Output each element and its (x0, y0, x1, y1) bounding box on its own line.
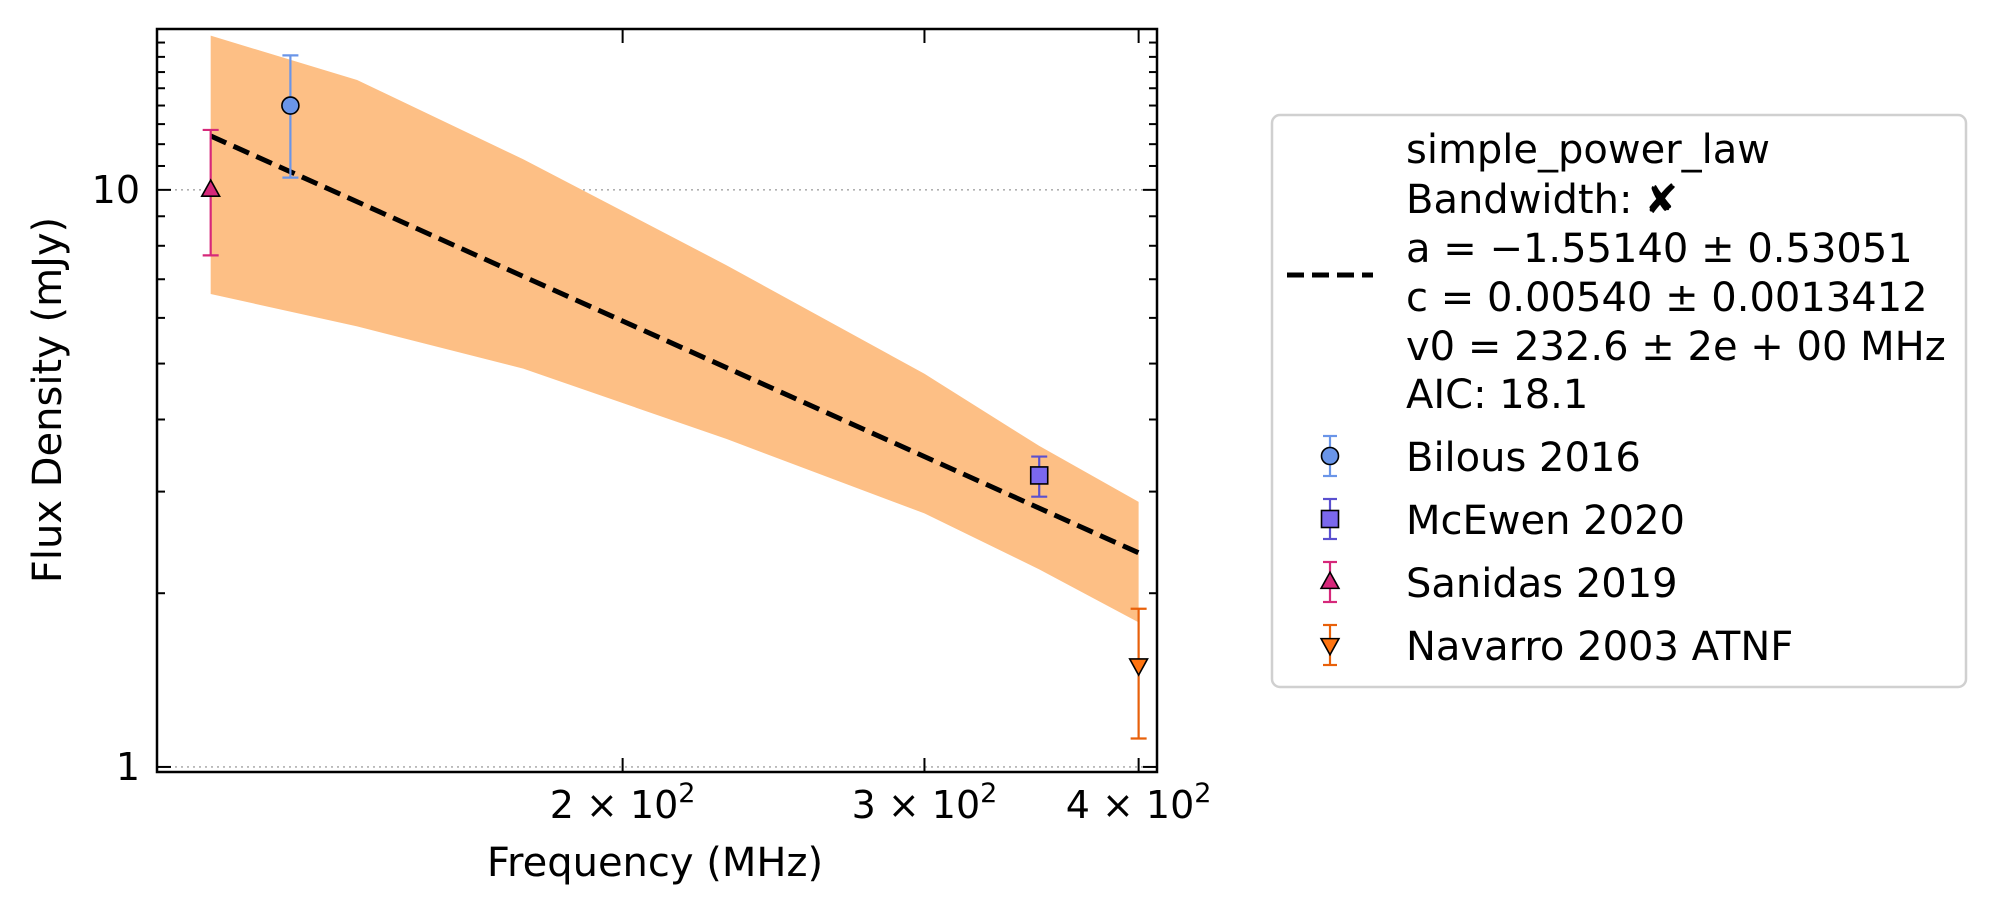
legend-label-bilous-2016: Bilous 2016 (1406, 435, 1641, 481)
legend-label-sanidas-2019: Sanidas 2019 (1406, 561, 1678, 607)
legend-marker-sanidas-2019 (1319, 570, 1341, 590)
legend-fit-name: simple_power_law (1406, 127, 1770, 173)
error-bar-bilous-2016 (282, 54, 299, 179)
fit-line (209, 133, 1140, 556)
legend-marker-navarro-2003-atnf (1319, 637, 1341, 657)
plot-frame (155, 27, 1159, 774)
legend-marker-bilous-2016 (1320, 446, 1340, 466)
x-tick-label-exponent: 2 (980, 778, 997, 809)
legend-marker-mcewen-2020 (1320, 509, 1340, 529)
legend-bandwidth-label: Bandwidth: (1406, 177, 1632, 223)
x-tick-label-base: 2 × 10 (550, 783, 679, 827)
data-points-layer (200, 54, 1149, 740)
y-tick-label: 10 (92, 168, 140, 212)
x-axis-label: Frequency (MHz) (487, 840, 823, 886)
legend-label-mcewen-2020: McEwen 2020 (1406, 498, 1685, 544)
y-axis-label: Flux Density (mJy) (25, 217, 71, 583)
x-tick-label-exponent: 2 (1194, 778, 1211, 809)
x-tick-label-base: 3 × 10 (852, 783, 981, 827)
x-tick-label: 2 × 102 (550, 778, 696, 827)
data-point-mcewen-2020 (1029, 466, 1049, 485)
fit-line-layer (209, 133, 1140, 556)
y-tick-label: 1 (116, 745, 140, 789)
data-point-navarro-2003-atnf (1128, 658, 1149, 677)
legend-param-c: c = 0.00540 ± 0.0013412 (1406, 275, 1928, 321)
axis-ticks (157, 29, 1157, 772)
legend-series: Bilous 2016 McEwen 2020 Sanidas 2019 Navarr… (1319, 434, 1793, 670)
data-point-sanidas-2019 (200, 178, 221, 198)
legend-bandwidth-mark: ✘ (1644, 177, 1678, 223)
data-point-bilous-2016 (281, 96, 300, 115)
fit-band-layer (210, 35, 1139, 623)
fit-confidence-band (210, 35, 1139, 623)
legend-param-v0: v0 = 232.6 ± 2e + 00 MHz (1406, 324, 1946, 370)
x-tick-label: 3 × 102 (852, 778, 998, 827)
legend-frame (1270, 113, 1968, 689)
legend-aic: AIC: 18.1 (1406, 372, 1588, 418)
legend: simple_power_law Bandwidth: ✘ a = −1.5514… (1270, 113, 1968, 689)
legend-label-navarro-2003-atnf: Navarro 2003 ATNF (1406, 624, 1793, 670)
x-tick-label-exponent: 2 (678, 778, 695, 809)
legend-param-a: a = −1.55140 ± 0.53051 (1406, 226, 1913, 272)
grid (157, 189, 1157, 768)
x-tick-label-base: 4 × 10 (1066, 783, 1195, 827)
x-tick-label: 4 × 102 (1066, 778, 1212, 827)
legend-bandwidth: Bandwidth: ✘ (1406, 177, 1678, 223)
